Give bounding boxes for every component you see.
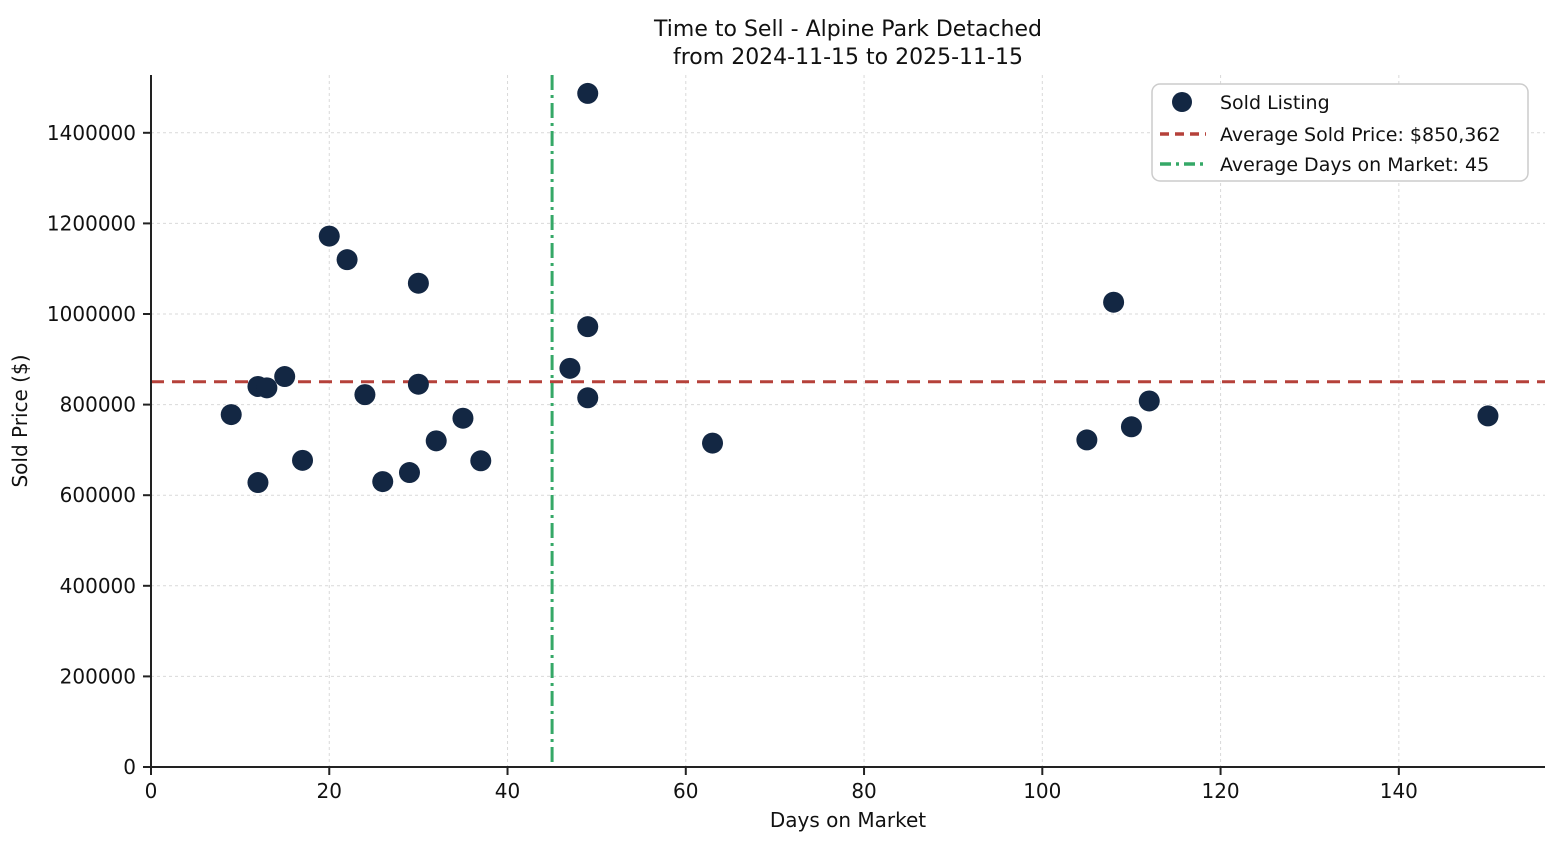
sold-listing-point <box>577 316 599 338</box>
legend-average-price-label: Average Sold Price: $850,362 <box>1220 124 1501 146</box>
legend-box <box>1151 83 1529 182</box>
sold-listing-point <box>452 407 474 429</box>
sold-listing-point <box>1103 291 1125 313</box>
y-tick-label: 1000000 <box>47 302 136 326</box>
sold-listing-point <box>702 432 724 454</box>
sold-listing-point <box>425 430 447 452</box>
legend-average-days-label: Average Days on Market: 45 <box>1220 154 1489 176</box>
sold-listing-point <box>577 82 599 104</box>
sold-listing-point <box>1138 390 1160 412</box>
sold-listing-point <box>220 404 242 426</box>
sold-listing-point <box>354 384 376 406</box>
sold-listing-point <box>256 377 278 399</box>
legend-sold-listing-label: Sold Listing <box>1220 92 1330 114</box>
y-tick-label: 800000 <box>60 393 136 417</box>
sold-listing-point <box>336 249 358 271</box>
x-tick-label: 0 <box>145 779 158 803</box>
x-tick-label: 120 <box>1201 779 1239 803</box>
x-tick-label: 80 <box>851 779 876 803</box>
chart-title: Time to Sell - Alpine Park Detached <box>653 17 1042 42</box>
sold-listing-point <box>407 272 429 294</box>
y-tick-label: 400000 <box>60 574 136 598</box>
x-tick-label: 60 <box>673 779 698 803</box>
y-tick-label: 1400000 <box>47 121 136 145</box>
sold-listing-point <box>559 357 581 379</box>
y-axis-label: Sold Price ($) <box>8 354 32 487</box>
sold-listing-point <box>292 449 314 471</box>
sold-listing-point <box>372 471 394 493</box>
y-tick-label: 0 <box>123 755 136 779</box>
sold-listing-point <box>1120 416 1142 438</box>
sold-listing-point <box>247 472 269 494</box>
sold-listing-point <box>1477 405 1499 427</box>
sold-listing-point <box>1076 429 1098 451</box>
y-tick-label: 600000 <box>60 483 136 507</box>
chart-subtitle: from 2024-11-15 to 2025-11-15 <box>673 45 1023 70</box>
sold-listing-point <box>274 366 296 388</box>
legend-sold-listing-marker <box>1172 92 1192 112</box>
sold-listing-point <box>577 387 599 409</box>
y-tick-label: 1200000 <box>47 211 136 235</box>
sold-listing-point <box>318 225 340 247</box>
x-tick-label: 40 <box>495 779 520 803</box>
x-tick-label: 20 <box>317 779 342 803</box>
x-tick-label: 100 <box>1023 779 1061 803</box>
x-axis-label: Days on Market <box>770 808 926 832</box>
sold-listing-point <box>470 450 492 472</box>
sold-listing-point <box>398 462 420 484</box>
sold-listing-point <box>407 373 429 395</box>
y-tick-label: 200000 <box>60 664 136 688</box>
x-tick-label: 140 <box>1380 779 1418 803</box>
